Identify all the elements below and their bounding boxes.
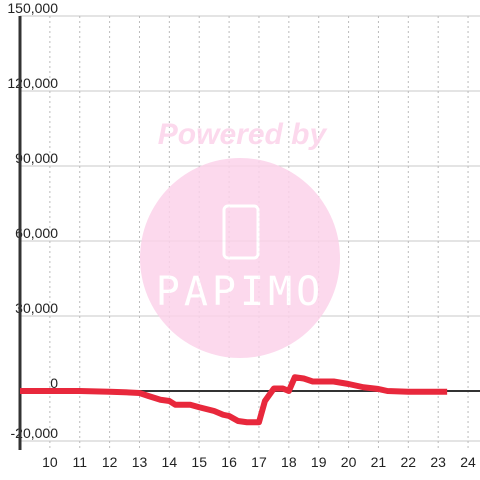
x-tick-label: 21	[371, 454, 387, 470]
x-tick-label: 18	[281, 454, 297, 470]
y-tick-label: 150,000	[7, 0, 58, 16]
y-tick-label: 60,000	[15, 225, 58, 241]
x-tick-label: 12	[102, 454, 118, 470]
y-tick-label: -20,000	[11, 425, 59, 441]
x-tick-label: 17	[251, 454, 267, 470]
x-tick-label: 22	[401, 454, 417, 470]
x-tick-label: 14	[162, 454, 178, 470]
watermark: Powered by PAPIMO	[140, 118, 340, 358]
x-tick-label: 15	[191, 454, 207, 470]
x-tick-label: 19	[311, 454, 327, 470]
y-tick-label: 30,000	[15, 300, 58, 316]
y-tick-label: 90,000	[15, 150, 58, 166]
watermark-icon	[222, 204, 260, 260]
y-tick-label: 0	[50, 375, 58, 391]
x-tick-label: 13	[132, 454, 148, 470]
x-tick-label: 24	[460, 454, 476, 470]
x-tick-label: 16	[221, 454, 237, 470]
x-tick-label: 10	[42, 454, 58, 470]
y-tick-label: 120,000	[7, 75, 58, 91]
watermark-text: PAPIMO	[156, 269, 325, 315]
x-tick-label: 23	[430, 454, 446, 470]
x-tick-label: 20	[341, 454, 357, 470]
x-tick-label: 11	[72, 454, 87, 470]
watermark-text: Powered by	[158, 118, 328, 151]
line	[20, 374, 448, 426]
